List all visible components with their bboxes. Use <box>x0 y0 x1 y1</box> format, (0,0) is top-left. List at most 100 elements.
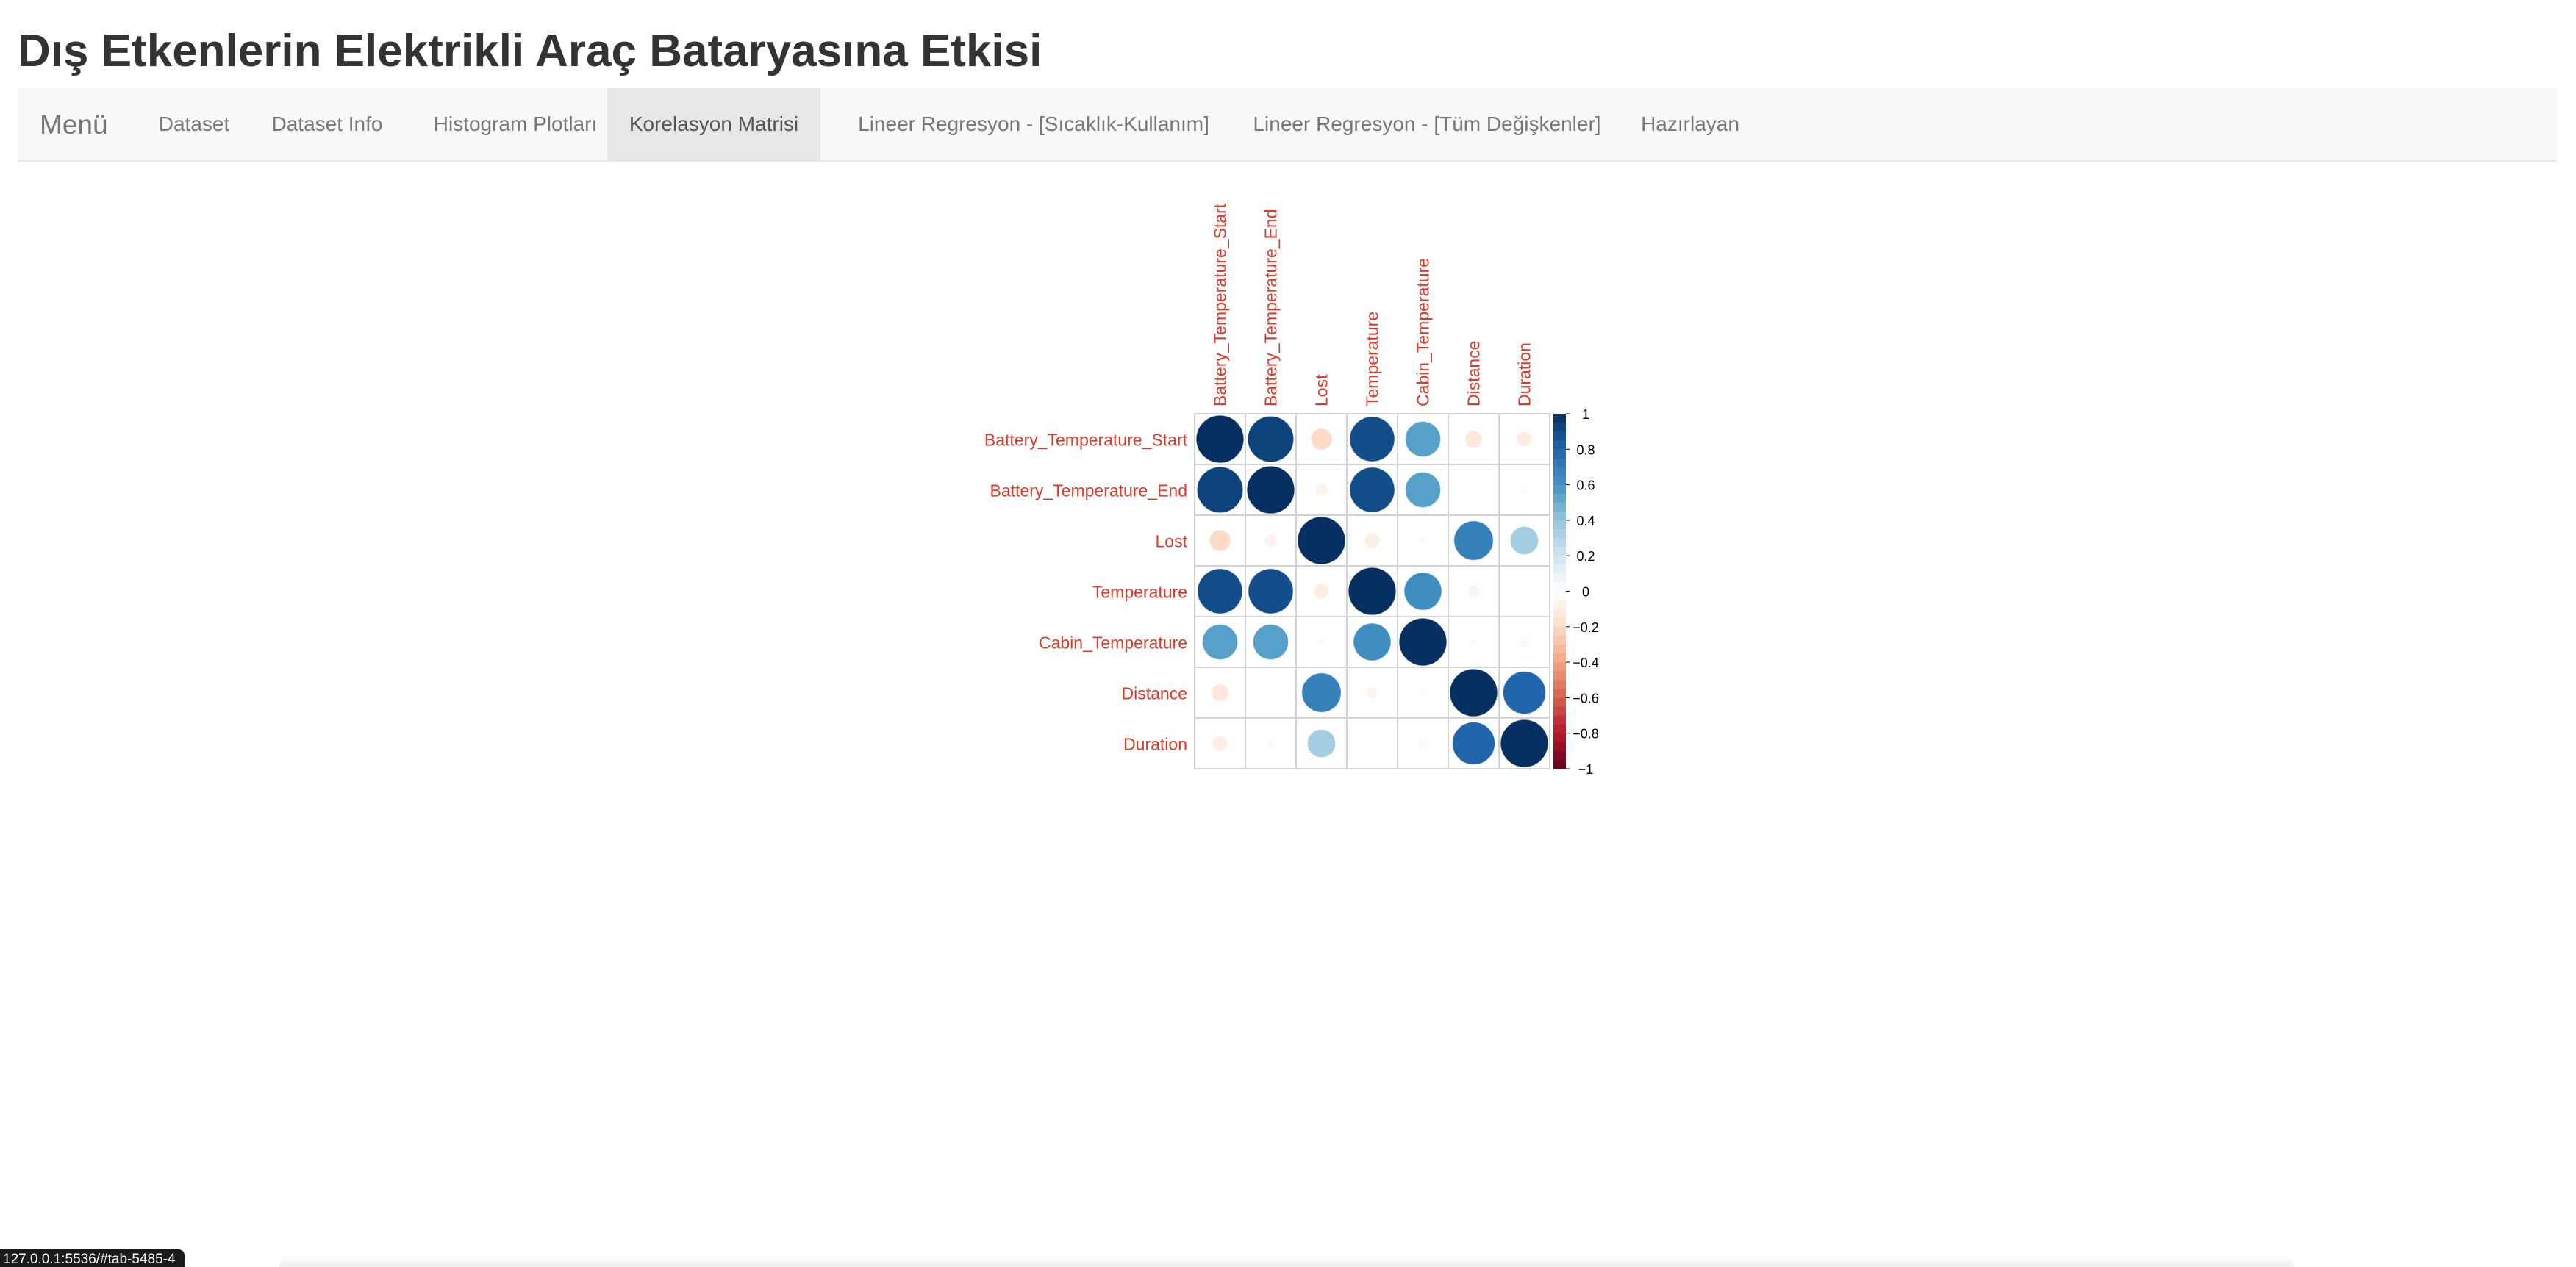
correlation-circle <box>1398 617 1448 667</box>
colorbar-segment <box>1553 635 1566 645</box>
colorbar-segment <box>1553 600 1566 610</box>
colorbar-segment <box>1553 617 1566 628</box>
colorbar-tick-label: 1 <box>1582 407 1589 422</box>
colorbar-segment <box>1553 750 1566 761</box>
colorbar-segment <box>1553 528 1566 539</box>
row-label: Cabin_Temperature <box>1039 634 1187 653</box>
colorbar-segment <box>1553 431 1566 441</box>
correlation-circle <box>1201 623 1239 661</box>
colorbar-tick-label: 0 <box>1582 585 1589 600</box>
colorbar-segment <box>1553 511 1566 521</box>
colorbar-segment <box>1553 680 1566 689</box>
correlation-circle <box>1502 670 1547 715</box>
correlation-circle <box>1404 420 1442 458</box>
tab-dataset-info[interactable]: Dataset Info <box>271 112 383 135</box>
navbar-brand[interactable]: Menü <box>40 110 108 140</box>
colorbar-segment <box>1553 573 1566 584</box>
colorbar-tick-label: −1 <box>1578 762 1594 777</box>
correlation-circle <box>1195 414 1245 464</box>
column-label: Lost <box>1312 374 1331 406</box>
matrix-cell <box>1498 717 1550 769</box>
colorbar-segment <box>1553 502 1566 512</box>
row-label: Battery_Temperature_End <box>990 481 1188 500</box>
navbar: Menü Dataset Dataset Info Histogram Plot… <box>18 88 2557 162</box>
correlation-circle <box>1197 568 1243 614</box>
column-label: Distance <box>1464 341 1484 406</box>
colorbar-segment <box>1553 689 1566 698</box>
tab-dataset[interactable]: Dataset <box>158 112 230 135</box>
colorbar-segment <box>1553 715 1566 725</box>
colorbar-segment <box>1553 582 1566 592</box>
correlation-circle <box>1467 585 1480 597</box>
correlation-circle <box>1519 636 1530 647</box>
correlation-circle <box>1248 568 1294 614</box>
column-label: Duration <box>1515 342 1534 406</box>
tab-histogram-plotlari[interactable]: Histogram Plotları <box>433 112 598 135</box>
correlation-circle <box>1348 567 1397 616</box>
correlation-circle <box>1469 637 1478 647</box>
row-label: Distance <box>1122 684 1187 703</box>
colorbar-segment <box>1553 671 1566 681</box>
correlation-circle <box>1418 688 1428 697</box>
correlation-circle <box>1417 738 1428 749</box>
correlation-circle <box>1196 466 1244 514</box>
correlation-circle <box>1353 622 1392 661</box>
status-url: 127.0.0.1:5536/#tab-5485-4 <box>0 1249 185 1267</box>
tab-lineer-regresyon-sicaklik[interactable]: Lineer Regresyon - [Sıcaklık-Kullanım] <box>858 112 1209 135</box>
colorbar-segment <box>1553 653 1566 663</box>
column-label: Cabin_Temperature <box>1414 258 1433 406</box>
correlation-circle <box>1246 465 1295 514</box>
matrix-cell <box>1448 464 1500 516</box>
colorbar-segment <box>1553 449 1566 459</box>
correlation-circle <box>1403 572 1442 611</box>
colorbar-tick-label: −0.8 <box>1573 727 1599 742</box>
colorbar-segment <box>1553 467 1566 477</box>
correlation-circle <box>1310 428 1333 451</box>
column-label: Temperature <box>1363 312 1382 406</box>
colorbar-segment <box>1553 706 1566 717</box>
correlation-circle <box>1212 735 1228 752</box>
correlation-circle <box>1449 668 1498 717</box>
colorbar-segment <box>1553 493 1566 503</box>
correlation-circle <box>1509 525 1539 556</box>
correlation-circle <box>1404 471 1442 509</box>
colorbar-segment <box>1553 520 1566 530</box>
row-label: Temperature <box>1092 583 1187 602</box>
column-label: Battery_Temperature_Start <box>1211 203 1230 406</box>
colorbar-segment <box>1553 644 1566 654</box>
tab-hazirlayan[interactable]: Hazırlayan <box>1641 112 1739 135</box>
colorbar-segment <box>1553 742 1566 752</box>
correlation-circle <box>1252 623 1289 661</box>
colorbar-segment <box>1553 556 1566 565</box>
colorbar-segment <box>1553 440 1566 450</box>
colorbar-segment <box>1553 662 1566 672</box>
correlation-circle <box>1464 430 1483 448</box>
colorbar-tick-label: −0.2 <box>1573 620 1599 635</box>
colorbar-segment <box>1553 697 1566 708</box>
colorbar-tick-label: −0.4 <box>1573 656 1599 670</box>
correlation-circle <box>1451 721 1496 766</box>
colorbar-segment <box>1553 626 1566 636</box>
correlation-circle <box>1349 416 1395 462</box>
correlation-circle <box>1297 516 1346 565</box>
row-label: Battery_Temperature_Start <box>984 431 1188 450</box>
colorbar-segment <box>1553 733 1566 743</box>
colorbar-segment <box>1553 759 1566 769</box>
correlation-circle <box>1418 536 1428 545</box>
correlation-circle <box>1306 728 1337 758</box>
row-label: Lost <box>1156 532 1188 551</box>
tab-lineer-regresyon-tum[interactable]: Lineer Regresyon - [Tüm Değişkenler] <box>1253 112 1601 135</box>
colorbar-segment <box>1553 458 1566 468</box>
matrix-cell <box>1245 667 1297 719</box>
colorbar-segment <box>1553 484 1566 495</box>
colorbar-segment <box>1553 547 1566 556</box>
correlation-circle <box>1313 583 1330 600</box>
colorbar-segment <box>1553 538 1566 548</box>
colorbar-tick-label: 0.2 <box>1576 549 1595 564</box>
correlation-circle <box>1453 520 1494 561</box>
correlation-circle <box>1247 415 1295 463</box>
colorbar-tick-label: 0.4 <box>1576 514 1595 528</box>
tab-korelasyon-matrisi[interactable]: Korelasyon Matrisi <box>607 88 820 160</box>
correlation-circle <box>1520 485 1529 495</box>
